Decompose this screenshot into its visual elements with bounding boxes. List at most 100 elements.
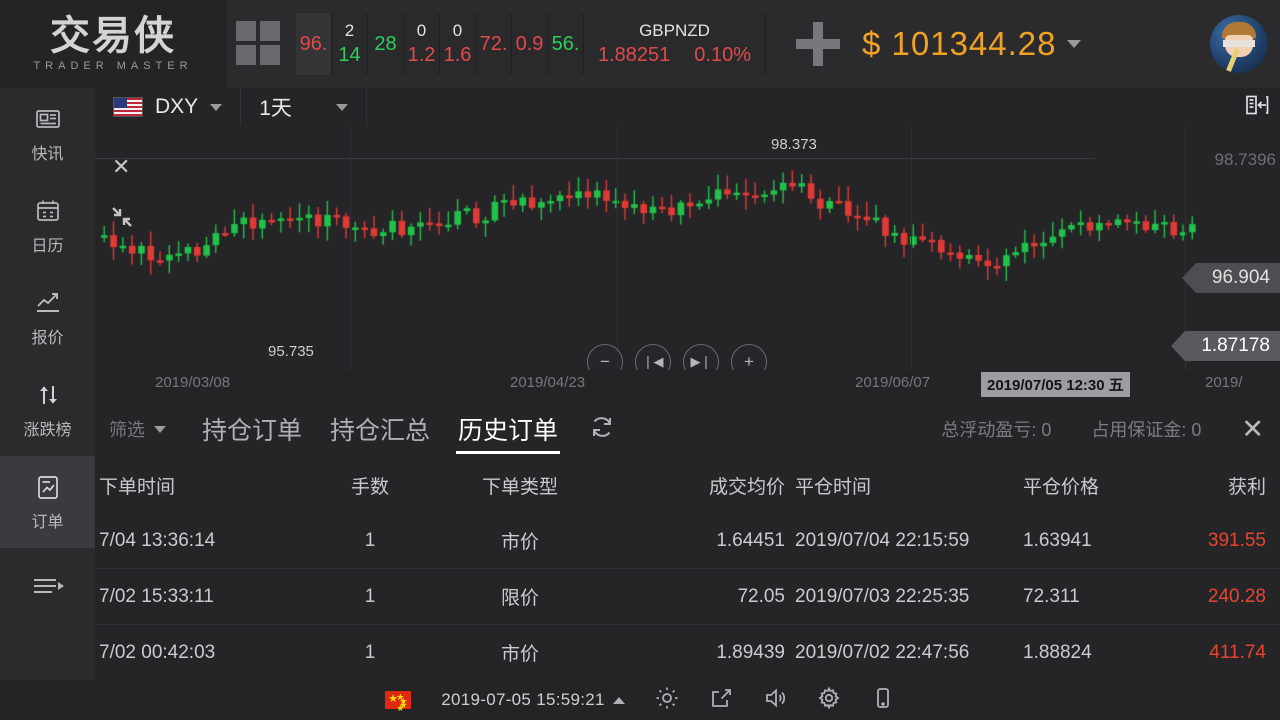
sidebar-item-label: 快讯 bbox=[31, 145, 64, 163]
avatar[interactable] bbox=[1210, 15, 1268, 73]
tab-history-orders[interactable]: 历史订单 bbox=[444, 398, 572, 460]
filter-dropdown[interactable]: 筛选 bbox=[109, 416, 166, 442]
ticker-item[interactable]: 56. bbox=[548, 13, 584, 75]
cell-close-time: 2019/07/02 22:47:56 bbox=[785, 624, 1015, 680]
avatar-hair bbox=[1222, 22, 1256, 39]
chevron-down-icon[interactable] bbox=[154, 425, 166, 433]
grid-cell bbox=[260, 21, 280, 41]
apps-grid-icon[interactable] bbox=[236, 21, 282, 67]
cell-close-price: 72.311 bbox=[1015, 568, 1160, 625]
chevron-down-icon[interactable] bbox=[1066, 40, 1081, 48]
brightness-icon[interactable] bbox=[655, 686, 679, 715]
calendar-icon bbox=[34, 197, 62, 225]
symbol-selector[interactable]: DXY bbox=[95, 88, 242, 126]
sidebar-item-label: 订单 bbox=[31, 513, 64, 531]
quote-chart-icon bbox=[34, 289, 62, 317]
current-price-tag: 96.904 bbox=[1181, 263, 1280, 293]
shrink-icon[interactable] bbox=[109, 204, 135, 236]
chevron-up-icon[interactable] bbox=[612, 696, 625, 704]
sidebar-item-label: 涨跌榜 bbox=[23, 421, 72, 439]
ticker-value: 56. bbox=[551, 33, 580, 55]
candlestick-canvas[interactable] bbox=[95, 126, 1280, 370]
table-row[interactable]: 7/04 13:36:14 1 市价 1.64451 2019/07/04 22… bbox=[95, 513, 1280, 569]
ticker-value: 0.9 bbox=[515, 33, 544, 55]
chart-high-label: 98.373 bbox=[771, 136, 817, 153]
mobile-icon[interactable] bbox=[871, 686, 895, 715]
table-row[interactable]: 7/02 00:42:03 1 市价 1.89439 2019/07/02 22… bbox=[95, 624, 1280, 680]
cell-order-type: 市价 bbox=[430, 624, 610, 680]
ticker-value: 14 bbox=[338, 44, 361, 67]
ticker-item[interactable]: 72. bbox=[476, 13, 512, 75]
floating-pl: 总浮动盈亏: 0 bbox=[941, 420, 1052, 440]
collapse-panel-icon[interactable] bbox=[1244, 93, 1270, 122]
ticker-change: 0.10% bbox=[694, 44, 751, 67]
ticker-value: 1.6 bbox=[443, 44, 472, 67]
brand-logo-en: TRADER MASTER bbox=[33, 60, 193, 72]
ticker-value: 72. bbox=[479, 33, 508, 55]
cell-profit: 411.74 bbox=[1160, 624, 1280, 680]
ticker-item[interactable]: 0 1.2 bbox=[404, 13, 440, 75]
refresh-icon[interactable] bbox=[588, 413, 616, 446]
hamburger-expand-icon bbox=[30, 573, 66, 604]
orders-icon bbox=[34, 473, 62, 501]
ticker-item[interactable]: 2 14 bbox=[332, 13, 368, 75]
brand-logo[interactable]: 交易侠 TRADER MASTER bbox=[0, 0, 226, 88]
col-order-type: 下单类型 bbox=[481, 477, 558, 498]
balance-amount: $ 101344.28 bbox=[862, 25, 1057, 62]
cell-lots: 1 bbox=[364, 529, 376, 551]
ticker-item-featured[interactable]: GBPNZD 1.88251 0.10% bbox=[584, 13, 766, 75]
tab-open-orders[interactable]: 持仓订单 bbox=[202, 417, 303, 445]
gear-icon[interactable] bbox=[817, 686, 841, 715]
x-axis-label: 2019/ bbox=[1205, 374, 1243, 391]
sidebar-item-quotes[interactable]: 报价 bbox=[0, 272, 95, 364]
cell-lots: 1 bbox=[310, 568, 430, 625]
status-datetime: 2019-07-05 15:59:21 bbox=[441, 690, 605, 709]
ticker-price: 1.88251 bbox=[597, 44, 671, 67]
x-axis-crosshair-label: 2019/07/05 12:30 五 bbox=[981, 372, 1130, 397]
col-close-price: 平仓价格 bbox=[1023, 477, 1100, 498]
chart-header: DXY 1天 bbox=[95, 88, 1280, 126]
sidebar-item-orders[interactable]: 订单 bbox=[0, 456, 95, 548]
volume-icon[interactable] bbox=[763, 686, 787, 715]
chart-plot-area[interactable]: ✕ 98.373 95.735 98.7396 96.904 1.87178 −… bbox=[95, 126, 1280, 398]
ticker-item[interactable]: 28 bbox=[368, 13, 404, 75]
cell-lots: 1 bbox=[310, 624, 430, 680]
col-lots: 手数 bbox=[350, 477, 389, 498]
flag-us-icon bbox=[113, 97, 143, 117]
table-row[interactable]: 7/02 15:33:11 1 限价 72.05 2019/07/03 22:2… bbox=[95, 568, 1280, 625]
cell-avg-price: 1.64451 bbox=[716, 529, 785, 551]
axis-top-price: 98.7396 bbox=[1214, 150, 1276, 169]
cell-close-time: 2019/07/03 22:25:35 bbox=[785, 568, 1015, 625]
ticker-symbol: 0 bbox=[416, 20, 427, 40]
account-balance[interactable]: $ 101344.28 bbox=[862, 25, 1081, 63]
sidebar-menu-toggle[interactable] bbox=[0, 548, 95, 628]
ticker-item[interactable]: 0 1.6 bbox=[440, 13, 476, 75]
cell-profit: 240.28 bbox=[1160, 568, 1280, 625]
orders-table: 下单时间 手数 下单类型 成交均价 平仓时间 平仓价格 获利 7/04 13:3… bbox=[95, 460, 1280, 680]
chevron-down-icon[interactable] bbox=[335, 103, 348, 111]
used-margin: 占用保证金: 0 bbox=[1091, 420, 1202, 440]
chart-x-axis: 2019/03/08 2019/04/23 2019/06/07 2019/07… bbox=[95, 370, 1280, 398]
grid-cell bbox=[236, 45, 256, 65]
status-bar-inner: ★ ★ ★ ★ ★ 2019-07-05 15:59:21 bbox=[385, 686, 895, 715]
add-button[interactable] bbox=[796, 22, 840, 66]
ticker-item[interactable]: 96. bbox=[296, 13, 332, 75]
sidebar-item-gainers-losers[interactable]: 涨跌榜 bbox=[0, 364, 95, 456]
tab-position-summary[interactable]: 持仓汇总 bbox=[330, 417, 431, 445]
close-icon[interactable]: ✕ bbox=[112, 154, 131, 179]
status-bar: ★ ★ ★ ★ ★ 2019-07-05 15:59:21 bbox=[0, 680, 1280, 720]
ticker-strip[interactable]: 96. 2 14 28 0 1.2 0 1.6 72. bbox=[296, 13, 766, 75]
orders-tabbar: 筛选 持仓订单 持仓汇总 历史订单 总浮动盈亏: 0 占用保证金: 0 ✕ bbox=[95, 398, 1280, 460]
sidebar-item-calendar[interactable]: 日历 bbox=[0, 180, 95, 272]
ticker-value: 1.2 bbox=[407, 44, 436, 67]
flag-cn-icon[interactable]: ★ ★ ★ ★ ★ bbox=[385, 691, 412, 713]
chevron-down-icon[interactable] bbox=[210, 103, 223, 111]
close-panel-button[interactable]: ✕ bbox=[1241, 413, 1264, 444]
sidebar-item-news[interactable]: 快讯 bbox=[0, 88, 95, 180]
ticker-item[interactable]: 0.9 bbox=[512, 13, 548, 75]
share-icon[interactable] bbox=[709, 686, 733, 715]
sidebar-item-label: 报价 bbox=[31, 329, 64, 347]
grid-cell bbox=[260, 45, 280, 65]
timeframe-selector[interactable]: 1天 bbox=[241, 88, 367, 126]
